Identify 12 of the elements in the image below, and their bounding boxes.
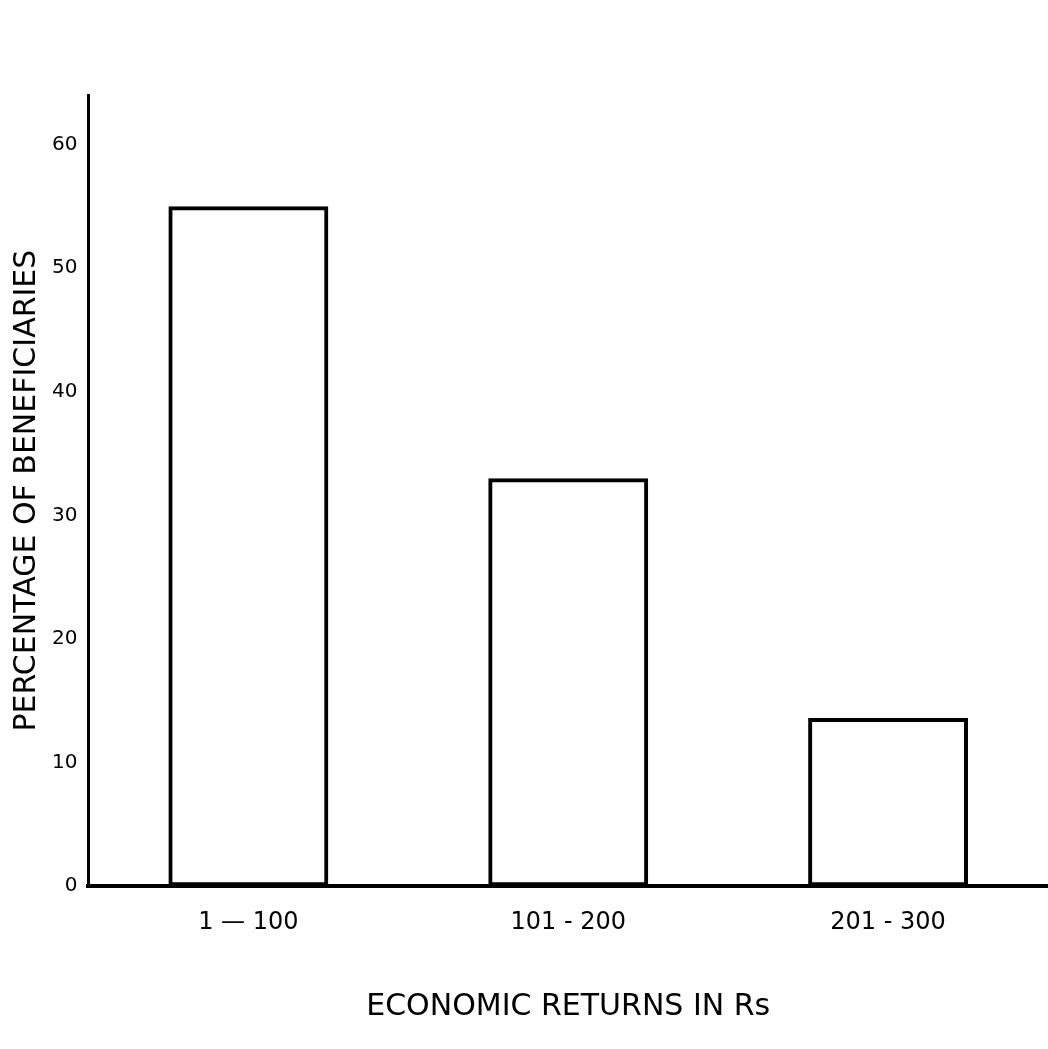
x-axis-title: ECONOMIC RETURNS IN Rs xyxy=(366,986,771,1022)
y-tick-label: 30 xyxy=(52,501,78,526)
y-tick-label: 60 xyxy=(52,130,78,155)
y-tick-label: 40 xyxy=(52,377,78,402)
x-tick-label: 101 - 200 xyxy=(510,906,626,935)
x-tick-label: 201 - 300 xyxy=(830,906,946,935)
y-tick-label: 50 xyxy=(52,254,78,279)
y-tick-label: 20 xyxy=(52,625,78,650)
y-tick-label: 10 xyxy=(52,748,78,773)
y-axis-title: PERCENTAGE OF BENEFICIARIES xyxy=(6,249,42,732)
x-tick-label: 1 — 100 xyxy=(198,906,299,935)
y-tick-label: 0 xyxy=(64,872,78,897)
